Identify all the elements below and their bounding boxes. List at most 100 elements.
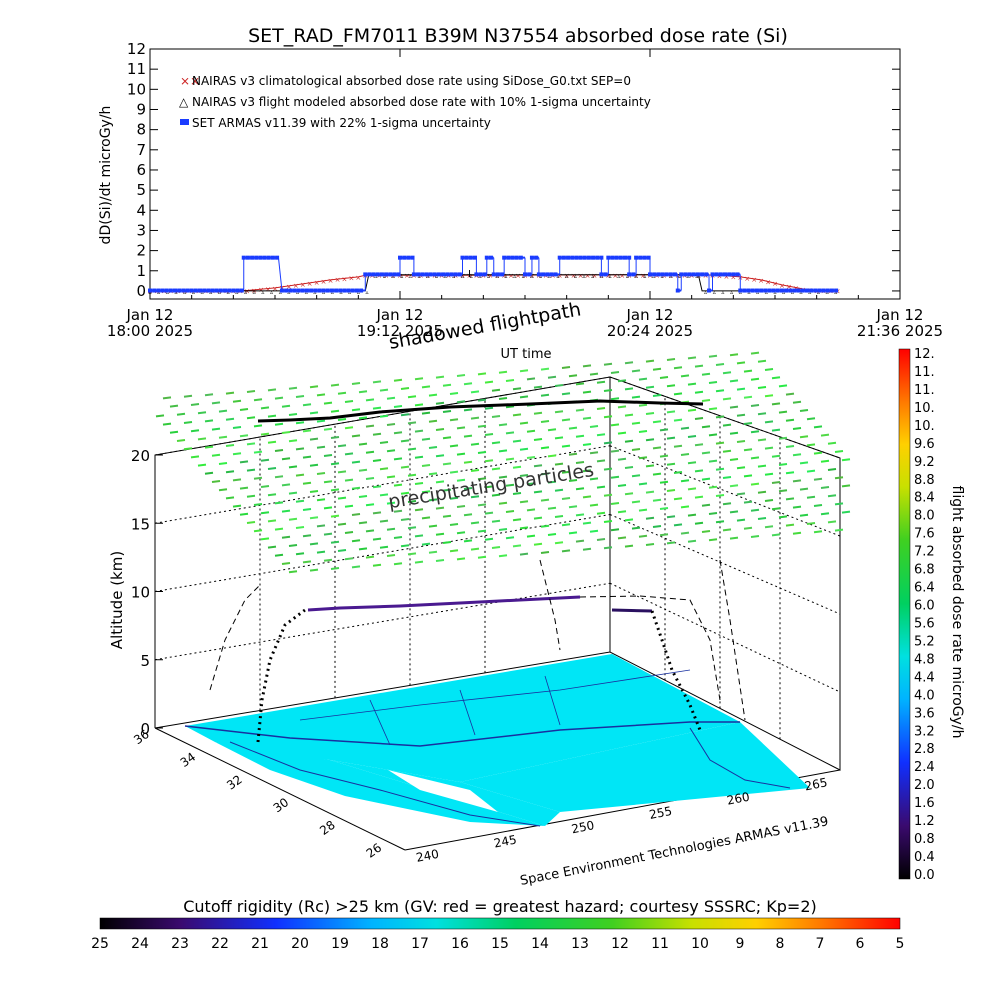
particle-dash [841,484,851,488]
armas-point [796,288,801,293]
armas-point [275,255,280,260]
particle-dash [540,420,550,423]
particle-dash [673,497,683,501]
particle-dash [610,528,620,532]
particle-dash [407,447,417,451]
particle-dash [379,388,389,392]
particle-dash [778,489,788,493]
climatological-point: × [307,280,313,288]
armas-point [754,288,759,293]
armas-point [735,272,740,277]
particle-dash [309,542,319,546]
particle-dash [617,405,627,409]
particle-dash [372,563,382,567]
particle-dash [358,495,368,498]
climatological-point: × [564,272,570,280]
armas-point [574,255,579,260]
particle-dash [694,390,704,394]
particle-dash [652,472,662,476]
particle-dash [568,479,578,482]
particle-dash [582,364,592,368]
armas-point [379,272,384,277]
particle-dash [589,477,599,481]
armas-point [821,288,826,293]
particle-dash [687,461,697,465]
particle-dash [162,422,172,426]
particle-dash [533,542,543,546]
armas-point [553,272,558,277]
y-tick-label: 3 [136,221,146,239]
particle-dash [337,496,347,500]
particle-dash [456,478,466,482]
armas-point [457,272,462,277]
particle-dash [463,460,473,464]
flight-modeled-point: ▵ [461,273,464,280]
lon-tick-label: 245 [493,832,518,850]
particle-dash [771,402,781,406]
particle-dash [344,504,354,508]
particle-dash [505,483,515,487]
lon-tick-label: 260 [726,790,751,808]
cutoff-tick-label: 20 [291,936,309,952]
particle-dash [330,567,340,570]
particle-dash [673,392,683,396]
particle-dash [729,458,739,461]
particle-dash [827,494,837,498]
annotation-precipitating-particles: precipitating particles [387,459,596,513]
armas-point [359,288,364,293]
armas-point [817,288,822,293]
particle-dash [589,451,599,455]
particle-dash [337,470,347,474]
particle-dash [575,513,585,517]
armas-point [218,288,223,293]
particle-dash [176,439,186,442]
particle-dash [519,474,529,477]
y-tick-label: 4 [136,201,146,219]
particle-dash [267,519,277,523]
particle-dash [596,485,606,489]
armas-point [759,288,764,293]
particle-dash [288,517,298,521]
particle-dash [260,485,270,488]
particle-dash [330,488,340,492]
armas-point [262,255,267,260]
cutoff-tick-label: 9 [736,936,745,952]
particle-dash [288,570,298,574]
particle-dash [344,426,354,430]
flight-modeled-point: ▵ [704,289,707,296]
particle-dash [617,431,627,435]
particle-dash [442,488,452,492]
dose-rate-tick-label: 10. [914,401,935,416]
particle-dash [673,366,683,370]
armas-point [338,288,343,293]
particle-dash [470,416,480,420]
particle-dash [414,482,424,485]
dose-rate-tick-label: 7.2 [914,545,935,560]
particle-dash [624,466,634,469]
particle-dash [624,492,634,496]
particle-dash [435,375,445,379]
particle-dash [729,379,739,383]
particle-dash [568,374,578,378]
particle-dash [218,488,228,492]
particle-dash [316,524,326,528]
particle-dash [617,510,627,514]
armas-point [309,288,314,293]
particle-dash [505,431,515,435]
flight-modeled-point: ▵ [253,289,256,296]
particle-dash [533,516,543,520]
particle-dash [750,351,760,355]
z-tick-label: 15 [131,515,150,533]
particle-dash [309,463,319,467]
particle-dash [295,447,305,451]
grid-line [154,514,611,592]
armas-point [185,288,190,293]
particle-dash [484,485,494,489]
flight-modeled-point: ▵ [617,273,620,280]
particle-dash [484,459,494,463]
armas-point [771,288,776,293]
armas-point [160,288,165,293]
climatological-point: × [571,272,577,280]
particle-dash [533,464,543,468]
climatological-point: × [348,275,354,283]
